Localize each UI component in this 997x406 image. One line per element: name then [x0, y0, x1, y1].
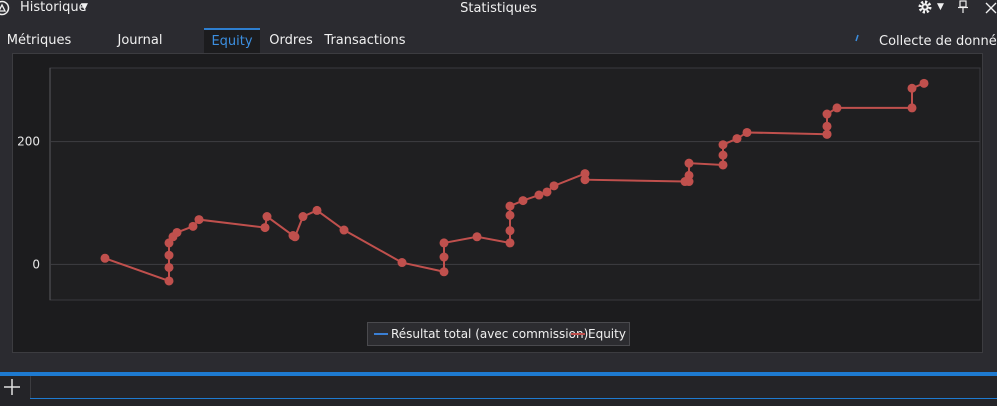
y-tick-labels: 0 200: [17, 135, 40, 272]
tab-transactions[interactable]: Transactions: [324, 33, 406, 48]
equity-point[interactable]: [580, 175, 590, 185]
equity-point[interactable]: [397, 258, 407, 268]
equity-point[interactable]: [164, 250, 174, 260]
equity-point[interactable]: [262, 212, 272, 222]
tab-bar: Métriques Journal commercial Equity Ordr…: [0, 28, 997, 73]
add-tab-button[interactable]: [0, 376, 31, 398]
equity-point[interactable]: [907, 103, 917, 113]
equity-point[interactable]: [194, 215, 204, 225]
legend-item-equity[interactable]: Equity: [588, 327, 626, 341]
equity-point[interactable]: [822, 109, 832, 119]
equity-point[interactable]: [718, 150, 728, 160]
tab-ordres[interactable]: Ordres: [269, 33, 313, 48]
equity-point[interactable]: [188, 221, 198, 231]
equity-point[interactable]: [298, 212, 308, 222]
equity-point[interactable]: [718, 140, 728, 150]
equity-point[interactable]: [684, 158, 694, 168]
y-tick-label: 0: [32, 257, 40, 271]
bottom-panel: [0, 376, 997, 406]
equity-point[interactable]: [742, 127, 752, 137]
loading-spinner-icon: [855, 34, 859, 42]
series-equity-points: [100, 78, 929, 286]
plot-area: [49, 67, 981, 301]
equity-point[interactable]: [718, 160, 728, 170]
equity-point[interactable]: [505, 226, 515, 236]
equity-point[interactable]: [290, 232, 300, 242]
tab-journal-commercial[interactable]: Journal commercial: [102, 33, 178, 73]
tab-equity[interactable]: Equity: [204, 28, 260, 53]
equity-chart[interactable]: 0 200: [13, 54, 982, 352]
equity-point[interactable]: [542, 187, 552, 197]
equity-point[interactable]: [518, 196, 528, 206]
equity-point[interactable]: [732, 134, 742, 144]
equity-point[interactable]: [832, 103, 842, 113]
equity-point[interactable]: [164, 276, 174, 286]
equity-point[interactable]: [439, 252, 449, 262]
equity-point[interactable]: [534, 190, 544, 200]
gear-icon[interactable]: [917, 0, 933, 15]
pin-icon[interactable]: [957, 0, 969, 14]
equity-point[interactable]: [172, 227, 182, 237]
equity-point[interactable]: [312, 205, 322, 215]
equity-point[interactable]: [505, 210, 515, 220]
equity-point[interactable]: [439, 267, 449, 277]
close-icon[interactable]: [985, 2, 997, 14]
chart-legend: Résultat total (avec commission) Equity: [367, 322, 630, 346]
equity-point[interactable]: [505, 201, 515, 211]
plus-icon: [4, 379, 20, 395]
title-bar: Historique ▼ Statistiques ▼: [0, 0, 997, 18]
equity-point[interactable]: [439, 238, 449, 248]
app-label[interactable]: Historique: [20, 0, 87, 15]
grid: [50, 141, 980, 265]
equity-point[interactable]: [907, 83, 917, 93]
equity-point[interactable]: [822, 129, 832, 139]
legend-swatch-equity: [571, 333, 585, 335]
equity-point[interactable]: [339, 225, 349, 235]
equity-point[interactable]: [549, 181, 559, 191]
y-tick-label: 200: [17, 135, 40, 149]
caret-down-icon[interactable]: ▼: [81, 2, 88, 12]
legend-swatch-result: [374, 333, 388, 335]
equity-point[interactable]: [684, 170, 694, 180]
equity-point[interactable]: [164, 262, 174, 272]
equity-point[interactable]: [919, 78, 929, 88]
equity-point[interactable]: [472, 232, 482, 242]
equity-point[interactable]: [100, 253, 110, 263]
app-logo-icon[interactable]: [0, 0, 10, 16]
equity-point[interactable]: [822, 121, 832, 131]
chart-panel: 0 200: [12, 53, 983, 353]
equity-point[interactable]: [505, 238, 515, 248]
window-title: Statistiques: [460, 1, 537, 16]
status-text: Collecte de données...: [879, 34, 997, 49]
settings-caret-icon[interactable]: ▼: [937, 2, 944, 12]
bottom-tab-underline: [30, 398, 997, 399]
tab-metriques[interactable]: Métriques: [6, 33, 72, 48]
bottom-accent-bar: [0, 372, 997, 376]
equity-point[interactable]: [260, 223, 270, 233]
legend-item-result[interactable]: Résultat total (avec commission): [391, 327, 589, 341]
